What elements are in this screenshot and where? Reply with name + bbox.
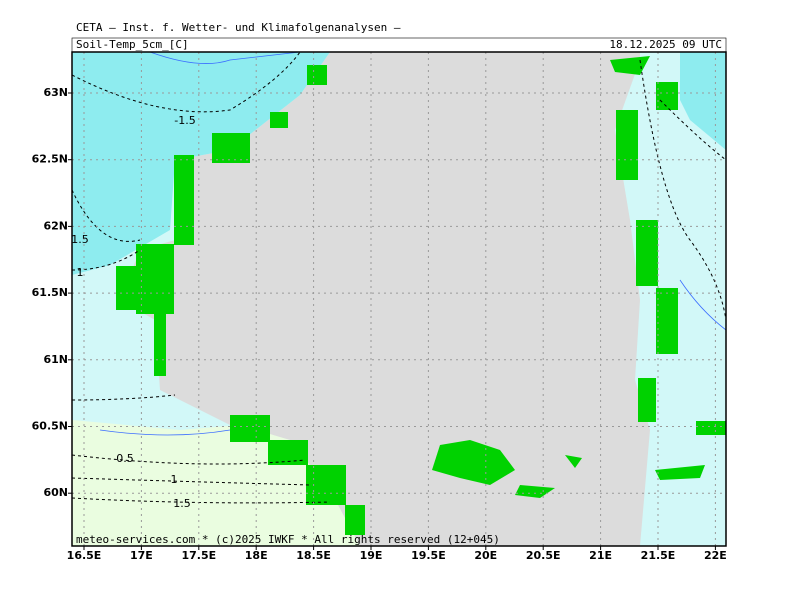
lon-label: 16.5E: [67, 549, 102, 562]
lon-label: 20.5E: [526, 549, 561, 562]
contour-label: 1: [77, 266, 84, 279]
lon-label: 19.5E: [411, 549, 446, 562]
lon-label: 21E: [589, 549, 612, 562]
contours: [72, 52, 726, 504]
land-cyan: [72, 52, 330, 275]
footer: meteo-services.com * (c)2025 IWKF * All …: [76, 533, 500, 546]
contour-label: 1.5: [71, 233, 89, 246]
lon-label: 20E: [474, 549, 497, 562]
graticule: [72, 52, 726, 546]
coast-land: [116, 56, 726, 535]
contour-label: 1: [171, 473, 178, 486]
lon-label: 19E: [360, 549, 383, 562]
lat-label: 63N: [43, 86, 68, 99]
contour-label: -1.5: [174, 114, 195, 127]
lon-label: 17.5E: [181, 549, 216, 562]
lon-label: 18E: [245, 549, 268, 562]
lon-label: 21.5E: [641, 549, 676, 562]
lat-label: 62.5N: [32, 153, 68, 166]
lat-label: 60N: [43, 486, 68, 499]
parameter: Soil-Temp_5cm_[C]: [76, 38, 189, 51]
lat-label: 60.5N: [32, 420, 68, 433]
valid-time: 18.12.2025 09 UTC: [609, 38, 722, 51]
lat-label: 61N: [43, 353, 68, 366]
lon-label: 18.5E: [296, 549, 331, 562]
lat-label: 61.5N: [32, 286, 68, 299]
contour-label: 0.5: [116, 452, 134, 465]
header-title: CETA — Inst. f. Wetter- und Klimafolgena…: [76, 21, 401, 34]
lon-label: 17E: [130, 549, 153, 562]
rivers: [99, 52, 726, 436]
lon-label: 22E: [704, 549, 727, 562]
land-right-cyan: [680, 52, 726, 150]
lat-label: 62N: [43, 219, 68, 232]
map-area: [72, 52, 726, 546]
contour-label: 1.5: [173, 497, 191, 510]
map-frame: [71, 51, 727, 547]
